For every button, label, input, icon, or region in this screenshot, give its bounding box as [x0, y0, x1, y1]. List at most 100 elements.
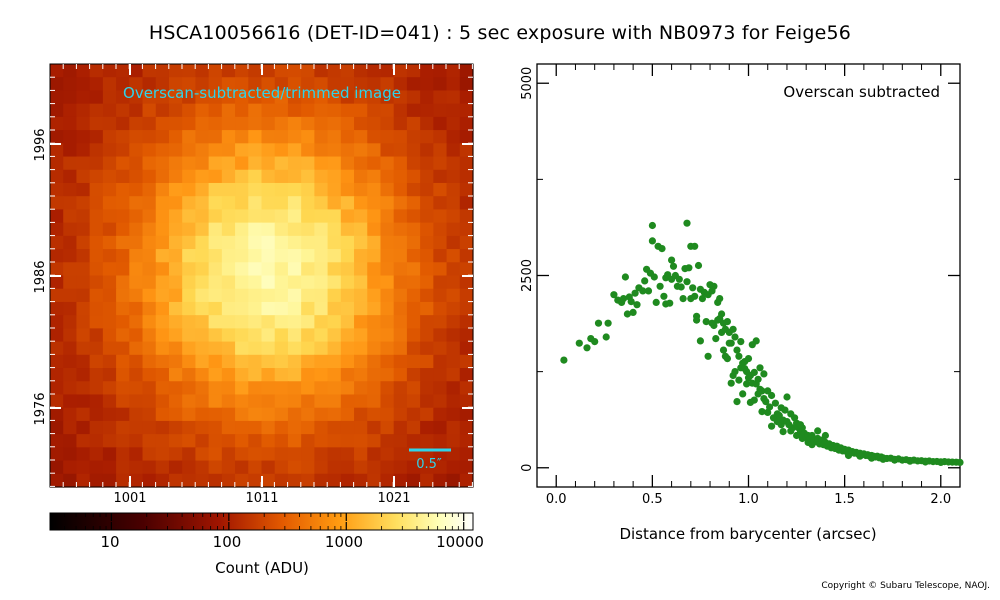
heatmap-cell [221, 143, 236, 158]
heatmap-cell [235, 143, 249, 158]
scatter-point [768, 391, 776, 400]
heatmap-cell [420, 473, 434, 488]
heatmap-cell [221, 156, 236, 171]
heatmap-cell [142, 381, 157, 396]
heatmap-cell [102, 262, 117, 277]
heatmap-cell [354, 407, 368, 422]
heatmap-cell [102, 394, 117, 409]
heatmap-cell [155, 156, 170, 171]
heatmap-cell [301, 381, 315, 396]
heatmap-cell [89, 262, 104, 277]
scatter-point [879, 455, 887, 463]
heatmap-cell [433, 64, 448, 78]
heatmap-cell [89, 328, 104, 343]
heatmap-cell [235, 341, 249, 356]
heatmap-cell [393, 130, 408, 144]
heatmap-cell [182, 116, 197, 131]
heatmap-cell [420, 328, 434, 343]
heatmap-cell [221, 262, 236, 277]
heatmap-cell [195, 460, 210, 475]
heatmap-cell [248, 130, 263, 144]
heatmap-cell [459, 288, 474, 303]
heatmap-cell [261, 394, 276, 409]
heatmap-cell [182, 288, 197, 303]
heatmap-cell [327, 381, 342, 396]
heatmap-cell [116, 473, 130, 488]
heatmap-cell [301, 394, 315, 409]
scatter-point [752, 337, 760, 345]
heatmap-cell [393, 209, 408, 224]
heatmap-cell [195, 143, 210, 158]
heatmap-cell [195, 434, 210, 448]
heatmap-cell [221, 434, 236, 448]
heatmap-cell [76, 288, 91, 303]
heatmap-cell [155, 460, 170, 475]
heatmap-cell [76, 116, 91, 131]
scatter-point [906, 457, 914, 465]
heatmap-cell [155, 288, 170, 303]
heatmap-cell [116, 235, 130, 250]
heatmap-cell [221, 407, 236, 422]
heatmap-cell [274, 460, 289, 475]
heatmap-cell [195, 249, 210, 263]
heatmap-cell [301, 275, 315, 290]
heatmap-cell [129, 116, 144, 131]
heatmap-cell [420, 130, 434, 144]
scatter-points [560, 219, 964, 466]
heatmap-cell [380, 182, 395, 197]
heatmap-cell [116, 407, 130, 422]
scatter-frame [536, 63, 961, 488]
scatter-point [594, 319, 603, 327]
heatmap-cell [314, 447, 329, 462]
heatmap-cell [248, 354, 263, 369]
heatmap-cell [155, 249, 170, 263]
heatmap-cell [446, 381, 461, 396]
heatmap-cell [102, 77, 117, 92]
heatmap-cell [208, 249, 223, 263]
scatter-point [629, 308, 637, 316]
heatmap-cell [420, 196, 434, 211]
heatmap-cell [261, 249, 276, 263]
heatmap-cell [116, 301, 130, 316]
heatmap-cell [446, 103, 461, 118]
heatmap-cell [274, 315, 289, 329]
heatmap-cell [208, 460, 223, 475]
heatmap-cell [420, 182, 434, 197]
heatmap-cell [248, 209, 263, 224]
heatmap-cell [195, 77, 210, 92]
heatmap-cell [327, 262, 342, 277]
heatmap-cell [380, 143, 395, 158]
heatmap-cell [433, 354, 448, 369]
heatmap-cell [50, 381, 64, 396]
scatter-point [733, 346, 741, 354]
heatmap-cell [76, 275, 91, 290]
heatmap-cell [354, 169, 368, 184]
x-tick-label: 1.0 [738, 492, 759, 507]
heatmap-cell [314, 64, 329, 78]
heatmap-cell [168, 275, 183, 290]
heatmap-cell [274, 143, 289, 158]
heatmap-cell [380, 209, 395, 224]
heatmap-cell [274, 90, 289, 105]
heatmap-cell [420, 381, 434, 396]
heatmap-cell [248, 420, 263, 435]
heatmap-cell [102, 130, 117, 144]
heatmap-cell [301, 222, 315, 237]
heatmap-cell [354, 249, 368, 263]
heatmap-cell [287, 143, 302, 158]
heatmap-cell [168, 420, 183, 435]
heatmap-cell [248, 381, 263, 396]
heatmap-cell [446, 182, 461, 197]
heatmap-cell [63, 249, 78, 263]
heatmap-cell [129, 407, 144, 422]
heatmap-cell [195, 196, 210, 211]
heatmap-cell [248, 447, 263, 462]
scatter-point [779, 428, 787, 436]
heatmap-cell [142, 130, 157, 144]
heatmap-cell [129, 315, 144, 329]
heatmap-cell [420, 315, 434, 329]
heatmap-cell [433, 143, 448, 158]
y-tick-label: 2500 [520, 259, 535, 292]
heatmap-cell [380, 156, 395, 171]
heatmap-cell [287, 103, 302, 118]
